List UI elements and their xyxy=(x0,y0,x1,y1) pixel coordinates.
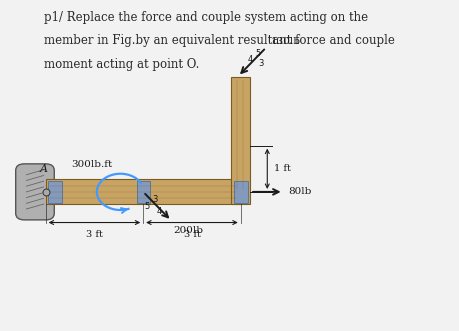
Text: 5: 5 xyxy=(144,202,149,211)
Text: 300lb.ft: 300lb.ft xyxy=(71,160,112,169)
Text: 3 ft: 3 ft xyxy=(86,230,103,239)
Text: 200lb: 200lb xyxy=(173,226,203,235)
Bar xyxy=(234,181,247,203)
Bar xyxy=(231,76,250,205)
Text: moment acting at point O.: moment acting at point O. xyxy=(44,58,198,71)
Text: 1 ft: 1 ft xyxy=(273,164,290,173)
FancyBboxPatch shape xyxy=(16,164,54,220)
Text: 3 ft: 3 ft xyxy=(183,230,200,239)
Text: 3: 3 xyxy=(258,59,263,68)
Text: member in Fig.by an equivalent resultant force and couple: member in Fig.by an equivalent resultant… xyxy=(44,34,393,47)
Bar xyxy=(48,181,62,203)
Bar xyxy=(136,181,150,203)
Text: 4: 4 xyxy=(246,55,252,64)
Text: A: A xyxy=(39,164,47,174)
Text: p1/ Replace the force and couple system acting on the: p1/ Replace the force and couple system … xyxy=(44,11,367,24)
Bar xyxy=(45,179,240,205)
Text: 130lb: 130lb xyxy=(270,37,300,46)
Text: 5: 5 xyxy=(254,49,260,58)
Text: 3: 3 xyxy=(152,195,157,204)
Text: 80lb: 80lb xyxy=(287,187,311,196)
Text: 4: 4 xyxy=(157,207,162,216)
